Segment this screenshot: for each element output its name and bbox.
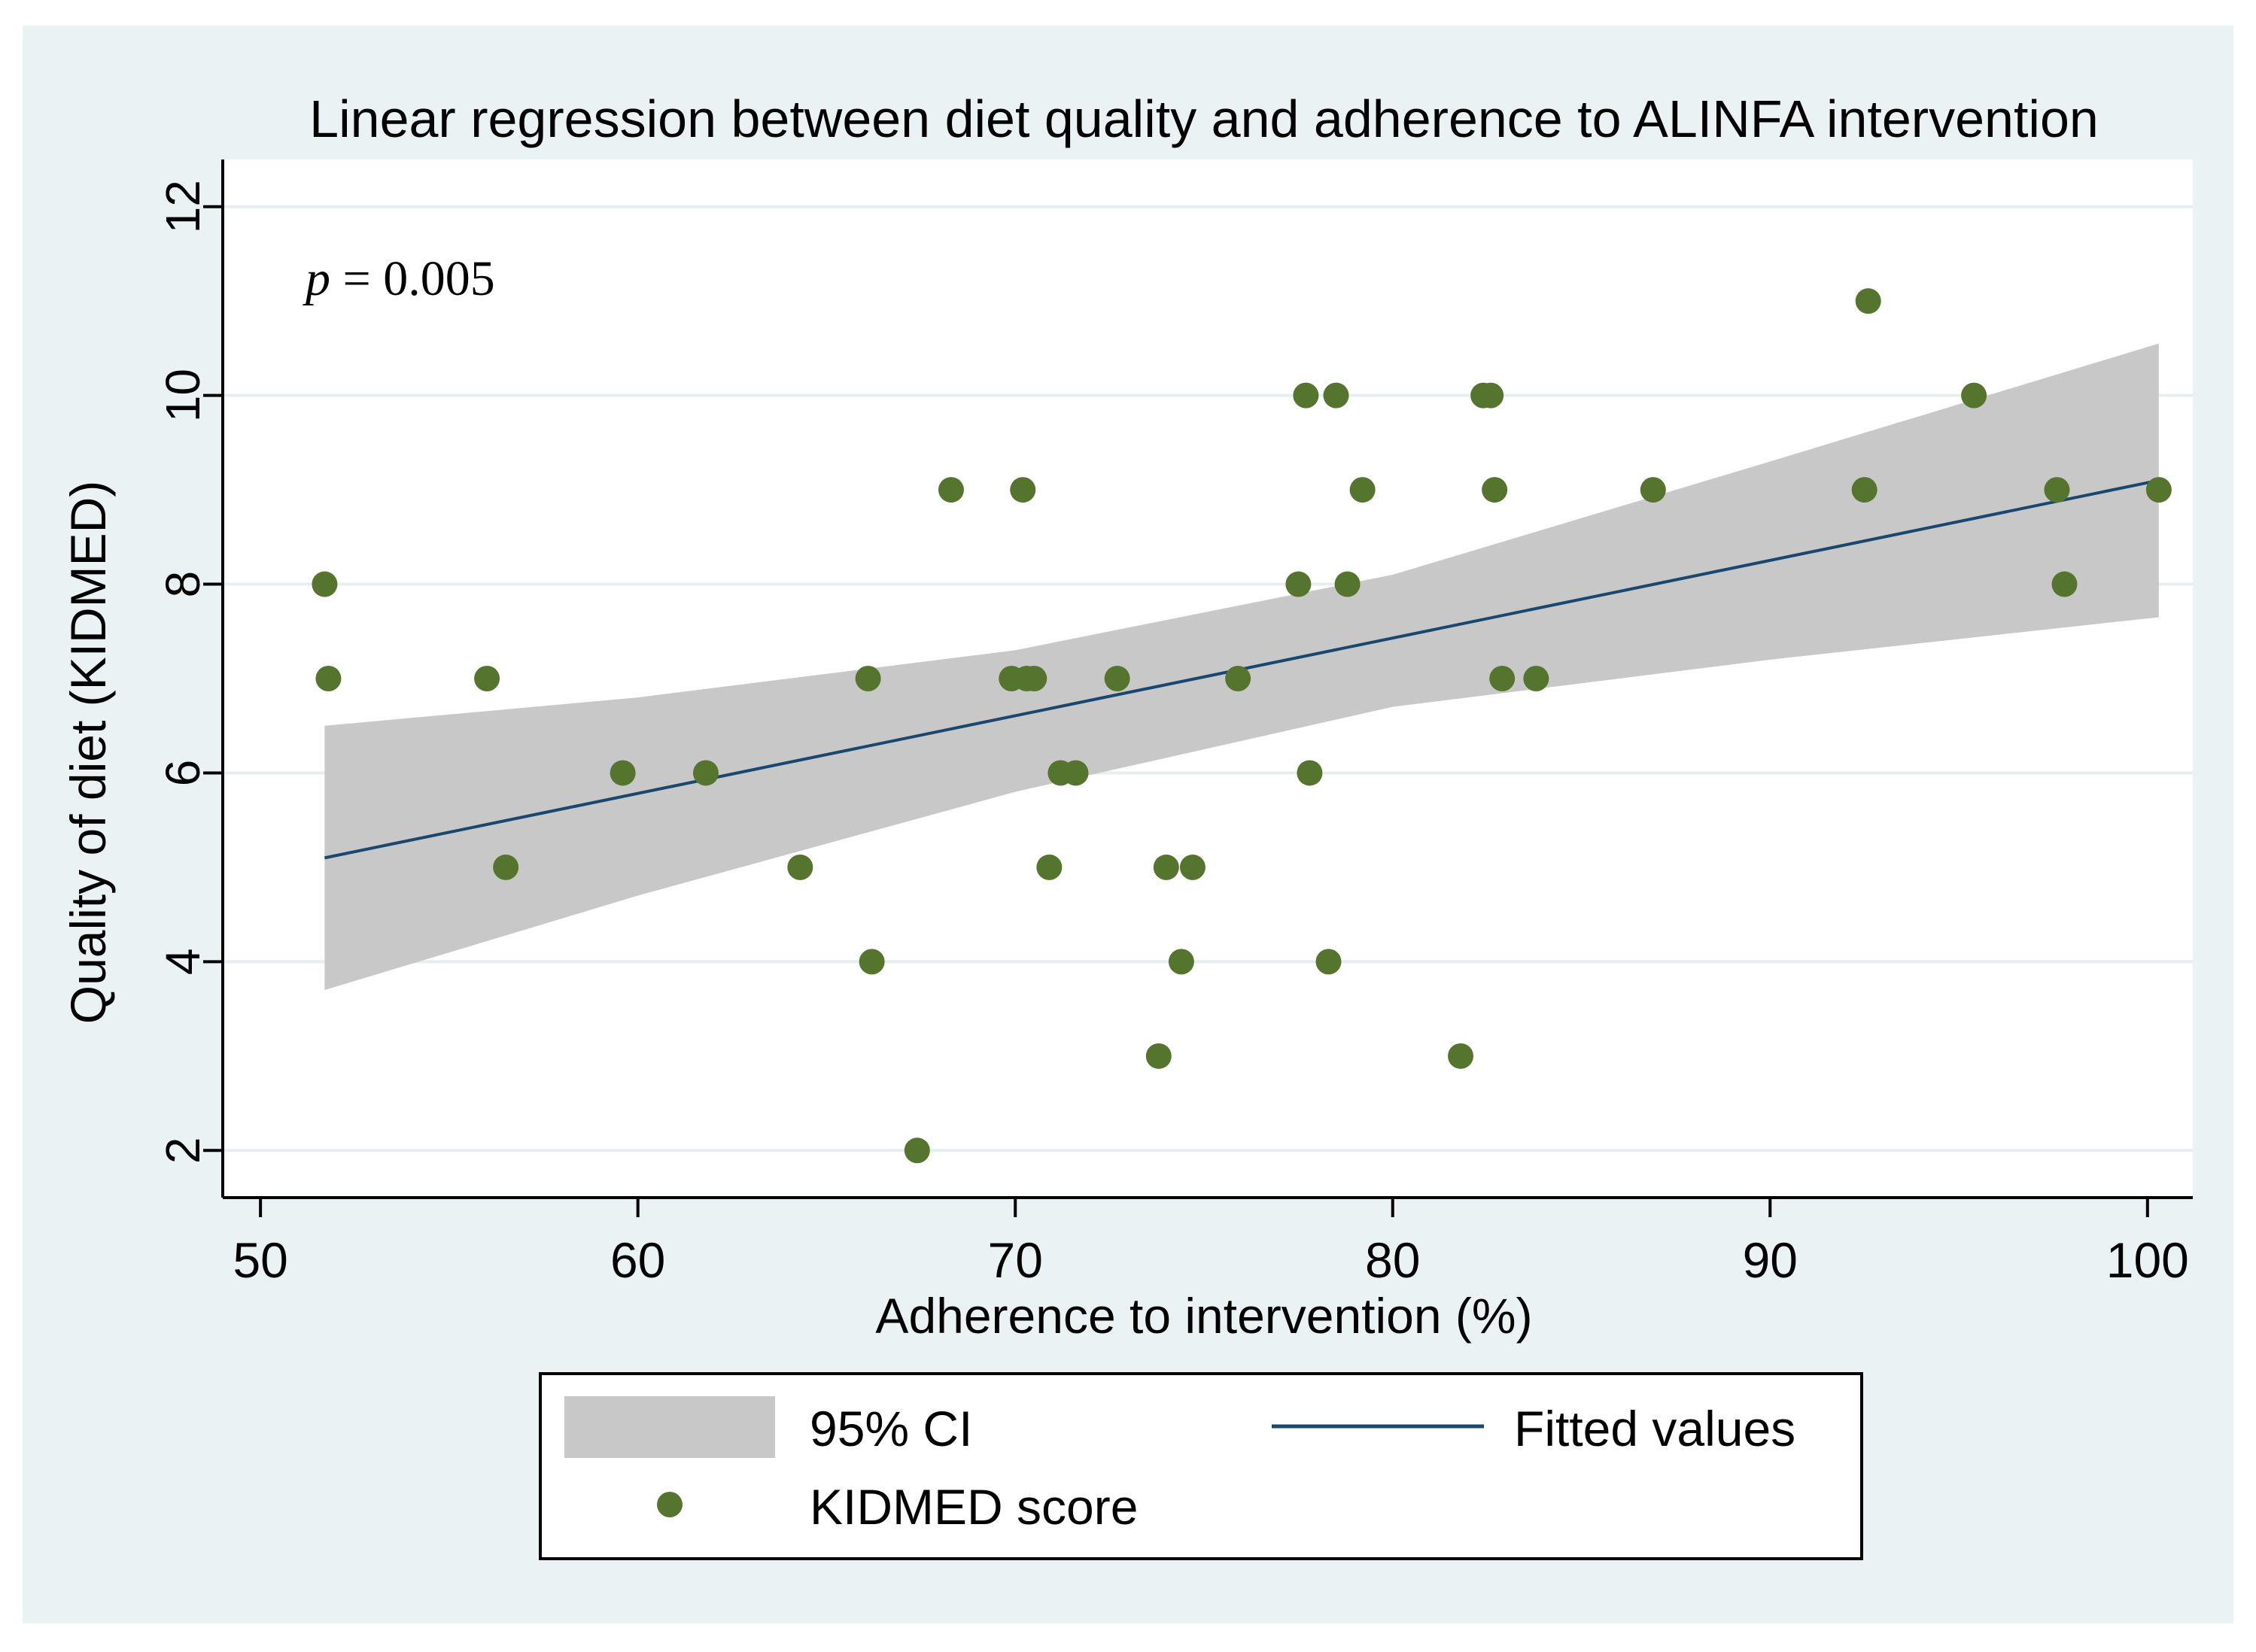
data-point [1323,382,1349,408]
data-point [1021,666,1047,691]
x-axis-label: Adherence to intervention (%) [875,1288,1532,1344]
data-point [2145,477,2172,503]
legend-ci-label: 95% CI [810,1401,972,1456]
data-point [1640,477,1666,503]
data-point [692,760,719,786]
data-point [1334,571,1361,597]
data-point [1104,666,1130,691]
y-tick-label: 12 [156,180,210,233]
legend-ci-swatch [564,1396,775,1458]
x-tick-label: 50 [233,1232,287,1288]
data-point [2044,477,2070,503]
data-point [1010,477,1036,503]
data-point [474,666,500,691]
data-point [1851,477,1877,503]
x-tick-label: 100 [2106,1232,2189,1288]
x-axis-ticks: 50 60 70 80 90 100 [233,1198,2189,1288]
y-axis-label: Quality of diet (KIDMED) [60,481,116,1025]
data-point [1448,1043,1474,1069]
legend-scatter-label: KIDMED score [810,1479,1138,1535]
data-point [1036,854,1063,880]
data-point [1478,382,1504,408]
data-point [1855,288,1881,314]
data-point [855,666,881,691]
chart-title: Linear regression between diet quality a… [309,90,2099,148]
data-point [904,1137,930,1164]
data-point [1153,854,1179,880]
data-point [787,854,813,880]
p-value-text: = 0.005 [330,251,495,306]
data-point [2051,571,2078,597]
y-tick-label: 6 [156,760,210,787]
data-point [1315,949,1342,975]
data-point [1293,382,1319,408]
data-point [1063,760,1089,786]
data-point [1349,477,1376,503]
p-value-annotation: p = 0.005 [303,251,495,306]
y-tick-label: 8 [156,571,210,598]
legend-fit-label: Fitted values [1514,1401,1795,1456]
legend-point-swatch [657,1492,683,1517]
data-point [1145,1043,1172,1069]
legend: 95% CI Fitted values KIDMED score [539,1372,1863,1560]
scatter-points [312,288,2172,1164]
data-point [938,477,964,503]
y-tick-label: 10 [156,369,210,422]
data-point [1179,854,1206,880]
data-point [1285,571,1312,597]
data-point [1961,382,1987,408]
x-tick-label: 60 [610,1232,665,1288]
data-point [1168,949,1194,975]
data-point [1489,666,1516,691]
data-point [1297,760,1323,786]
y-axis-ticks: 2 4 6 8 10 12 [156,180,223,1164]
data-point [493,854,519,880]
y-tick-label: 2 [156,1137,210,1164]
data-point [312,571,338,597]
x-tick-label: 80 [1365,1232,1420,1288]
data-point [1225,666,1251,691]
data-point [610,760,636,786]
data-point [1523,666,1549,691]
data-point [1482,477,1508,503]
x-tick-label: 90 [1743,1232,1798,1288]
data-point [315,666,342,691]
data-point [859,949,885,975]
y-tick-label: 4 [156,949,210,976]
p-value-symbol: p [303,251,330,306]
x-tick-label: 70 [988,1232,1043,1288]
